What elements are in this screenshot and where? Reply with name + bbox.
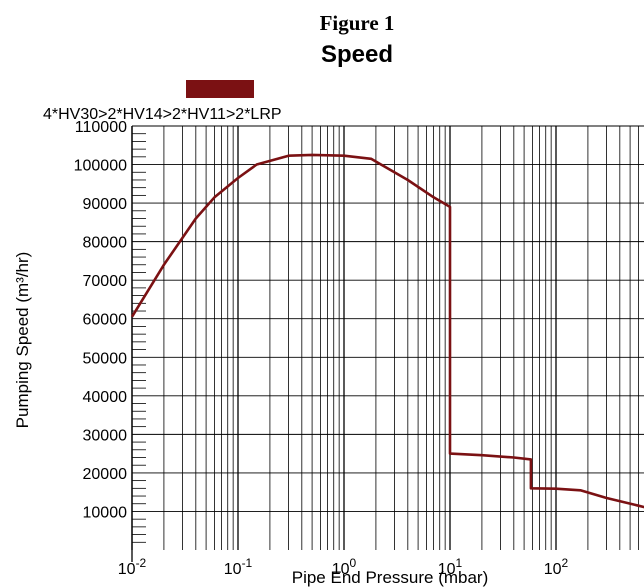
y-tick-label: 10000 xyxy=(83,504,128,521)
legend-label: 4*HV30>2*HV14>2*HV11>2*LRP xyxy=(43,106,282,123)
figure-label: Figure 1 xyxy=(320,11,395,35)
y-tick-label: 30000 xyxy=(83,427,128,444)
x-tick-label: 10-1 xyxy=(224,556,253,578)
series-layer xyxy=(130,153,644,509)
x-axis-label: Pipe End Pressure (mbar) xyxy=(292,568,489,587)
y-tick-label: 40000 xyxy=(83,389,128,406)
x-axis-ticks: 10-2 10-1 100 101 102 xyxy=(118,556,569,578)
y-tick-label: 100000 xyxy=(74,158,127,175)
series-line xyxy=(130,153,644,509)
y-axis-ticks: 10000 20000 30000 40000 50000 60000 70000 80000… xyxy=(74,119,127,521)
x-tick-label: 102 xyxy=(544,556,569,578)
y-tick-label: 50000 xyxy=(83,350,128,367)
grid xyxy=(131,125,644,562)
x-tick-label: 100 xyxy=(332,556,357,578)
y-tick-label: 80000 xyxy=(83,235,128,252)
legend: 4*HV30>2*HV14>2*HV11>2*LRP xyxy=(43,80,282,123)
y-tick-label: 60000 xyxy=(83,312,128,329)
y-axis-label: Pumping Speed (m³/hr) xyxy=(13,252,32,429)
x-tick-label: 101 xyxy=(438,556,463,578)
x-tick-label: 10-2 xyxy=(118,556,147,578)
y-tick-label: 90000 xyxy=(83,196,128,213)
y-tick-label: 20000 xyxy=(83,466,128,483)
y-tick-label: 110000 xyxy=(75,119,127,136)
legend-swatch xyxy=(186,80,254,98)
y-tick-label: 70000 xyxy=(83,273,128,290)
chart-title: Speed xyxy=(321,41,393,68)
